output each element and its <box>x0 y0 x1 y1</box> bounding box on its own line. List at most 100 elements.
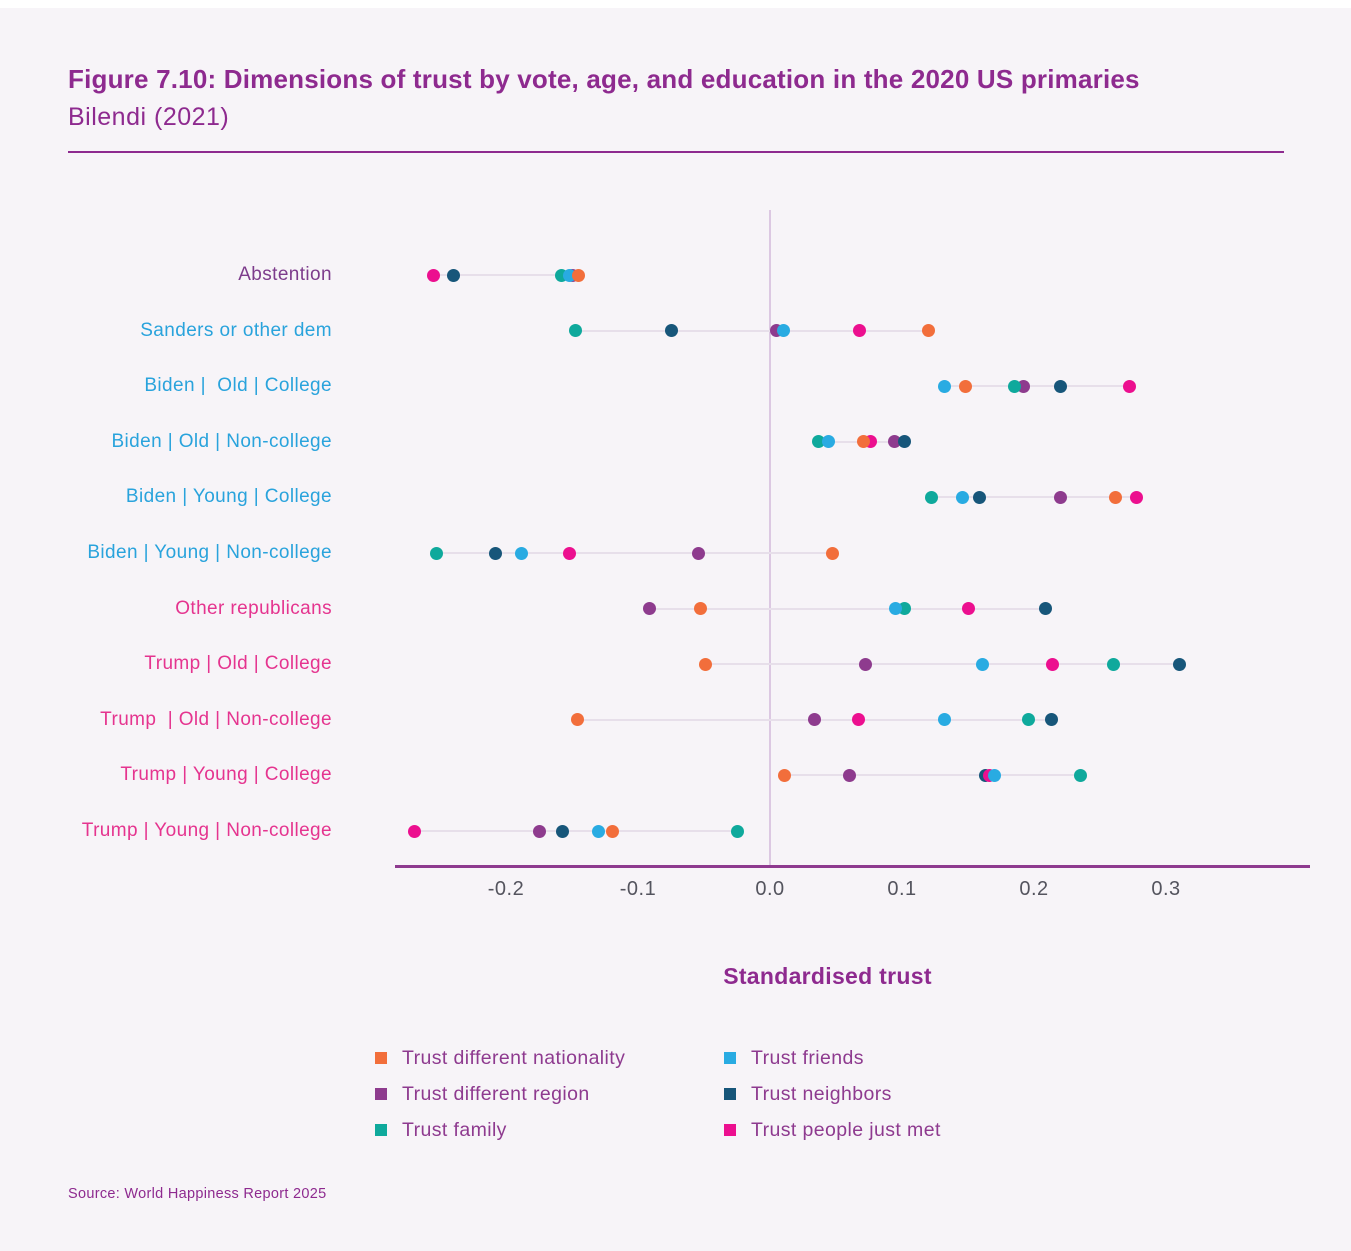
legend: Trust different nationality Trust differe… <box>375 1040 941 1148</box>
figure-subtitle: Bilendi (2021) <box>68 103 230 131</box>
range-connector <box>784 774 1081 777</box>
category-label: Abstention <box>238 264 332 285</box>
legend-label: Trust friends <box>751 1046 864 1069</box>
data-point-neighbors <box>446 268 460 282</box>
data-point-region <box>808 713 822 727</box>
source-note: Source: World Happiness Report 2025 <box>68 1186 327 1202</box>
data-point-friends <box>591 824 605 838</box>
legend-column: Trust friends Trust neighbors Trust people… <box>724 1040 941 1148</box>
data-point-friends <box>987 768 1001 782</box>
range-connector <box>436 552 833 554</box>
range-connector <box>931 496 1137 499</box>
data-point-nationality <box>778 768 792 782</box>
data-point-neighbors <box>556 824 570 838</box>
data-point-region <box>842 768 856 782</box>
data-point-justmet <box>853 324 867 338</box>
data-point-region <box>643 602 657 616</box>
legend-item: Trust family <box>375 1112 724 1148</box>
data-point-nationality <box>693 602 707 616</box>
figure-title: Figure 7.10: Dimensions of trust by vote… <box>68 64 1140 94</box>
region-swatch-icon <box>375 1088 387 1100</box>
category-label: Trump | Young | College <box>120 764 332 786</box>
friends-swatch-icon <box>724 1052 736 1064</box>
data-point-family <box>569 324 583 338</box>
data-point-justmet <box>1130 490 1144 504</box>
data-point-nationality <box>572 268 586 282</box>
legend-label: Trust family <box>402 1118 507 1141</box>
category-label: Biden | Old | College <box>144 375 332 397</box>
data-point-family <box>730 824 744 838</box>
data-point-justmet <box>426 268 440 282</box>
category-label: Biden | Old | Non-college <box>111 430 332 452</box>
data-point-friends <box>821 435 835 449</box>
data-point-friends <box>937 713 951 727</box>
data-point-region <box>532 824 546 838</box>
data-point-nationality <box>958 379 972 393</box>
data-point-justmet <box>408 824 422 838</box>
legend-item: Trust friends <box>724 1040 941 1076</box>
data-point-nationality <box>570 713 584 727</box>
neighbors-swatch-icon <box>724 1088 736 1100</box>
data-point-neighbors <box>1039 602 1053 616</box>
x-tick-label: 0.3 <box>1151 878 1181 900</box>
data-point-family <box>1073 768 1087 782</box>
data-point-region <box>1053 490 1067 504</box>
range-connector <box>705 663 1180 666</box>
x-axis-line <box>395 865 1310 868</box>
data-point-friends <box>976 657 990 671</box>
category-label: Other republicans <box>175 597 332 619</box>
top-strip <box>0 0 1351 8</box>
data-point-justmet <box>851 713 865 727</box>
data-point-justmet <box>961 602 975 616</box>
legend-label: Trust different region <box>402 1082 590 1105</box>
data-point-neighbors <box>488 546 502 560</box>
data-point-justmet <box>1122 379 1136 393</box>
title-divider <box>68 151 1284 153</box>
x-tick-label: -0.1 <box>619 878 657 900</box>
data-point-neighbors <box>664 324 678 338</box>
justmet-swatch-icon <box>724 1124 736 1136</box>
range-connector <box>433 274 579 276</box>
data-point-justmet <box>1045 657 1059 671</box>
legend-label: Trust different nationality <box>402 1046 626 1069</box>
range-connector <box>575 329 929 332</box>
x-tick-label: -0.2 <box>487 878 525 900</box>
data-point-nationality <box>1109 490 1123 504</box>
data-point-family <box>924 490 938 504</box>
x-axis-label: Standardised trust <box>723 963 932 989</box>
data-point-nationality <box>698 657 712 671</box>
data-point-family <box>429 546 443 560</box>
data-point-friends <box>937 379 951 393</box>
data-point-neighbors <box>1044 713 1058 727</box>
range-connector <box>649 607 1046 610</box>
legend-item: Trust different region <box>375 1076 724 1112</box>
data-point-family <box>1007 379 1021 393</box>
data-point-neighbors <box>973 490 987 504</box>
x-tick-label: 0.0 <box>755 878 785 900</box>
family-swatch-icon <box>375 1124 387 1136</box>
data-point-justmet <box>562 546 576 560</box>
data-point-region <box>887 435 901 449</box>
data-point-friends <box>776 324 790 338</box>
zero-reference-line <box>769 210 771 868</box>
category-label: Trump | Young | Non-college <box>81 820 332 841</box>
category-label: Trump | Old | College <box>144 653 332 675</box>
data-point-nationality <box>921 324 935 338</box>
data-point-neighbors <box>898 435 912 449</box>
category-label: Biden | Young | Non-college <box>87 542 332 563</box>
data-point-neighbors <box>1053 379 1067 393</box>
x-tick-label: 0.1 <box>887 878 917 900</box>
data-point-neighbors <box>1172 657 1186 671</box>
data-point-nationality <box>857 435 871 449</box>
x-tick-label: 0.2 <box>1019 878 1049 900</box>
legend-label: Trust neighbors <box>751 1082 892 1105</box>
data-point-friends <box>515 546 529 560</box>
legend-item: Trust different nationality <box>375 1040 724 1076</box>
data-point-region <box>858 657 872 671</box>
data-point-family <box>1106 657 1120 671</box>
category-label: Trump | Old | Non-college <box>100 708 332 730</box>
range-connector <box>414 830 737 832</box>
category-label: Biden | Young | College <box>125 486 332 508</box>
range-connector <box>944 385 1130 388</box>
